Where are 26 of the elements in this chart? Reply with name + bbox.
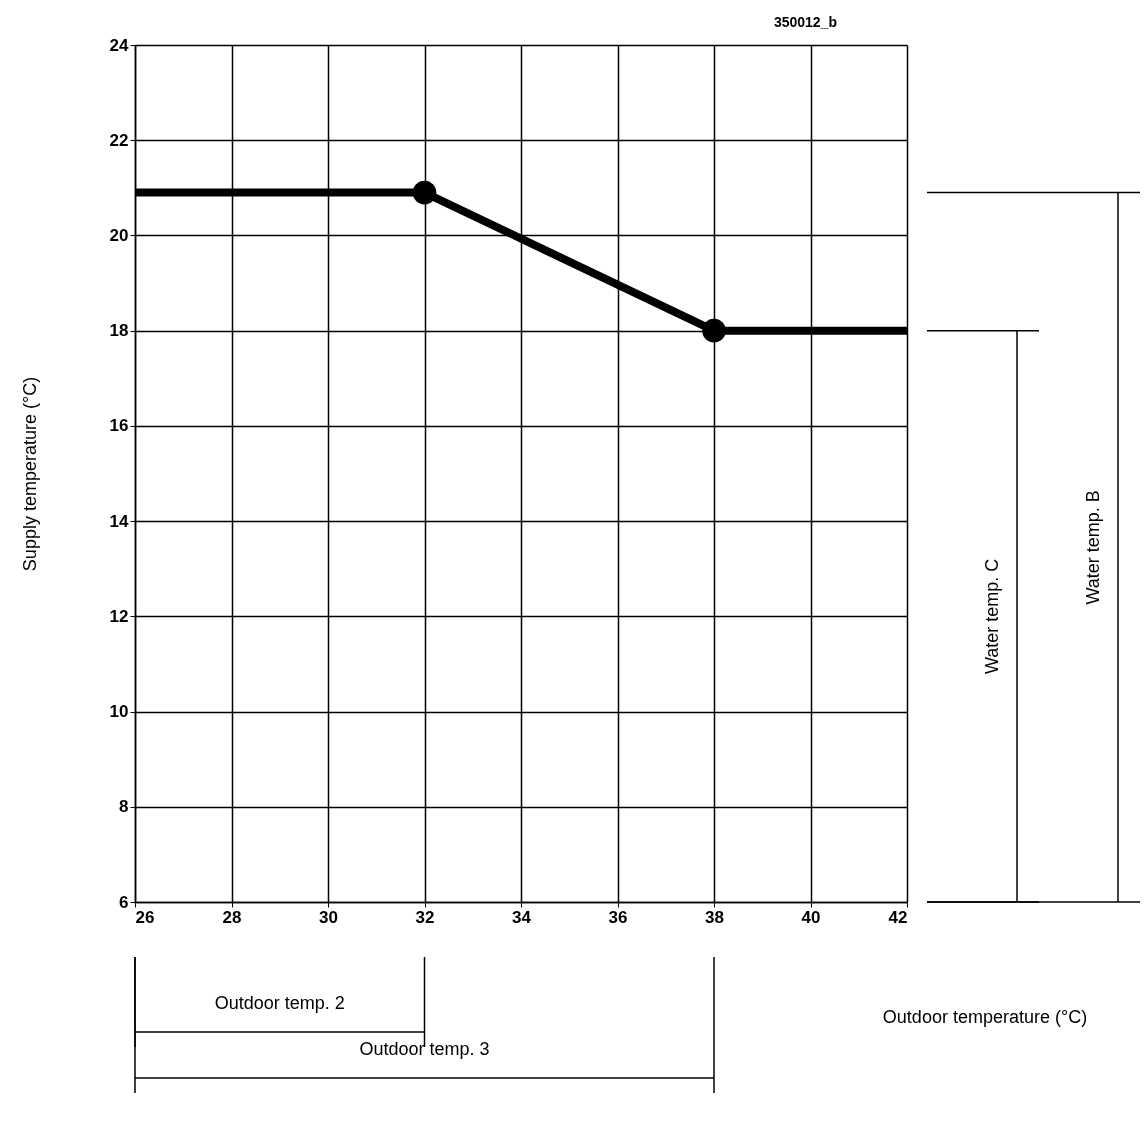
y-tick-label: 8 — [119, 797, 129, 817]
text: Outdoor temp. 3 — [359, 1039, 490, 1059]
x-tick-label: 38 — [705, 907, 724, 927]
x-tick-label: 32 — [415, 907, 435, 927]
text: Outdoor temp. 2 — [214, 993, 345, 1013]
y-tick-label: 20 — [109, 225, 129, 245]
y-tick-label: 22 — [109, 130, 129, 150]
y-tick-label: 6 — [119, 892, 129, 912]
y-tick-label: 16 — [109, 416, 129, 436]
y-tick-label: 14 — [109, 511, 130, 531]
x-tick-label: 34 — [512, 907, 532, 927]
text: Water temp. B — [1083, 490, 1103, 605]
y-tick-label: 12 — [109, 606, 129, 626]
text: Water temp. C — [982, 558, 1002, 675]
x-tick-label: 36 — [608, 907, 628, 927]
y-tick-label: 24 — [109, 35, 130, 55]
x-tick-label: 42 — [888, 907, 908, 927]
x-tick-label: 28 — [222, 907, 242, 927]
x-tick-label: 26 — [135, 907, 155, 927]
x-axis-title: Outdoor temperature (°C) — [882, 1007, 1088, 1027]
text: 350012_b — [773, 14, 837, 30]
x-tick-label: 30 — [319, 907, 338, 927]
y-tick-label: 18 — [109, 321, 129, 341]
x-tick-label: 40 — [801, 907, 821, 927]
y-tick-label: 10 — [109, 702, 129, 722]
y-axis-title: Supply temperature (°C) — [19, 376, 40, 572]
